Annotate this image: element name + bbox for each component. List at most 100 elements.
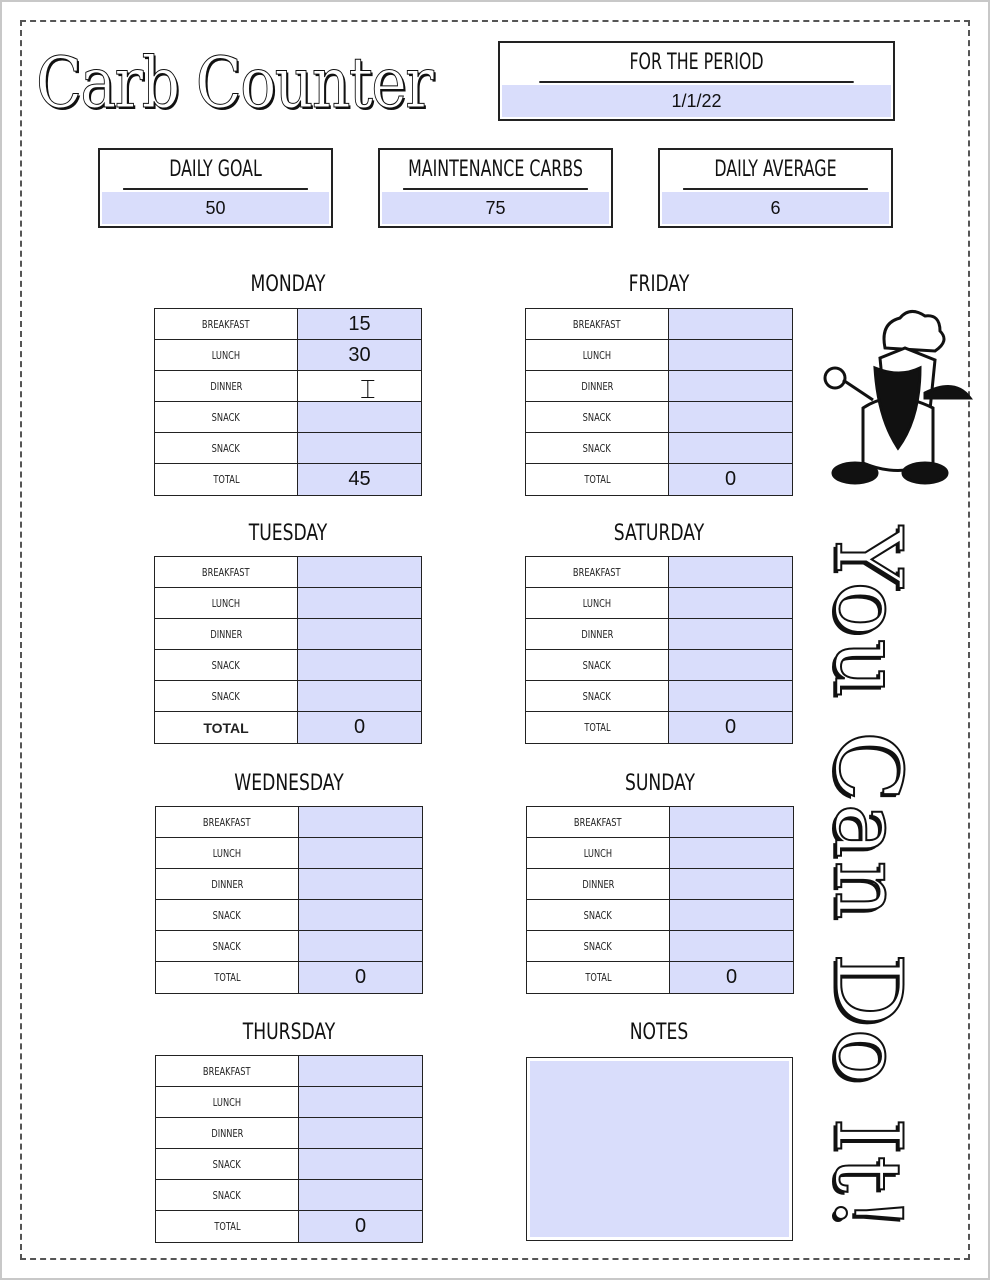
sunday-dinner-field[interactable]: [670, 869, 793, 899]
daily-average-field[interactable]: 6: [662, 192, 889, 224]
row-label: SNACK: [527, 931, 670, 961]
table-row: SNACK: [155, 650, 421, 681]
sunday-table: BREAKFAST LUNCH DINNER SNACK SNACK TOTAL…: [526, 806, 794, 994]
table-row: DINNER: [155, 371, 421, 402]
row-label: TOTAL: [526, 464, 669, 495]
wednesday-snack-field[interactable]: [299, 900, 422, 930]
daily-goal-label: DAILY GOAL: [123, 150, 308, 190]
row-label: BREAKFAST: [155, 309, 298, 339]
tuesday-lunch-field[interactable]: [298, 588, 421, 618]
row-label: LUNCH: [156, 1087, 299, 1117]
table-row: DINNER: [527, 869, 793, 900]
notes-label: NOTES: [629, 1020, 689, 1045]
saturday-dinner-field[interactable]: [669, 619, 792, 649]
thursday-total-field: 0: [299, 1211, 422, 1242]
table-row: LUNCH: [527, 838, 793, 869]
thursday-snack-field[interactable]: [299, 1180, 422, 1210]
table-row: SNACK: [527, 900, 793, 931]
row-label: DINNER: [156, 869, 299, 899]
wednesday-snack-field[interactable]: [299, 931, 422, 961]
row-label: DINNER: [527, 869, 670, 899]
table-row: TOTAL 0: [156, 1211, 422, 1242]
thursday-dinner-field[interactable]: [299, 1118, 422, 1148]
row-label: SNACK: [526, 681, 669, 711]
table-row: SNACK: [527, 931, 793, 962]
row-label: LUNCH: [526, 340, 669, 370]
monday-lunch-field[interactable]: 30: [298, 340, 421, 370]
row-label: TOTAL: [156, 1211, 299, 1242]
table-row: SNACK: [526, 402, 792, 433]
table-row: DINNER: [156, 869, 422, 900]
thursday-lunch-field[interactable]: [299, 1087, 422, 1117]
monday-breakfast-field[interactable]: 15: [298, 309, 421, 339]
saturday-table: BREAKFAST LUNCH DINNER SNACK SNACK TOTAL…: [525, 556, 793, 744]
table-row: SNACK: [156, 900, 422, 931]
table-row: SNACK: [526, 433, 792, 464]
table-row: LUNCH: [156, 838, 422, 869]
table-row: SNACK: [155, 402, 421, 433]
monday-table: BREAKFAST 15 LUNCH 30 DINNER SNACK SNACK…: [154, 308, 422, 496]
tuesday-breakfast-field[interactable]: [298, 557, 421, 587]
friday-snack-field[interactable]: [669, 433, 792, 463]
sunday-snack-field[interactable]: [670, 900, 793, 930]
sunday-lunch-field[interactable]: [670, 838, 793, 868]
slogan: You Can Do It!: [814, 525, 923, 1234]
monday-snack-field[interactable]: [298, 402, 421, 432]
page-title: Carb Counter: [36, 42, 435, 125]
row-label: SNACK: [527, 900, 670, 930]
saturday-label: SATURDAY: [613, 521, 705, 546]
table-row: SNACK: [155, 681, 421, 712]
row-label: DINNER: [526, 371, 669, 401]
friday-lunch-field[interactable]: [669, 340, 792, 370]
row-label: BREAKFAST: [155, 557, 298, 587]
notes-box: [526, 1057, 793, 1241]
table-row: LUNCH: [526, 340, 792, 371]
sunday-breakfast-field[interactable]: [670, 807, 793, 837]
friday-snack-field[interactable]: [669, 402, 792, 432]
tuesday-snack-field[interactable]: [298, 681, 421, 711]
tuesday-dinner-field[interactable]: [298, 619, 421, 649]
thursday-table: BREAKFAST LUNCH DINNER SNACK SNACK TOTAL…: [155, 1055, 423, 1243]
sunday-snack-field[interactable]: [670, 931, 793, 961]
wednesday-breakfast-field[interactable]: [299, 807, 422, 837]
tuesday-label: TUESDAY: [248, 521, 328, 546]
friday-table: BREAKFAST LUNCH DINNER SNACK SNACK TOTAL…: [525, 308, 793, 496]
table-row: SNACK: [155, 433, 421, 464]
table-row: BREAKFAST: [526, 557, 792, 588]
notes-field[interactable]: [530, 1061, 789, 1237]
friday-breakfast-field[interactable]: [669, 309, 792, 339]
friday-label: FRIDAY: [628, 272, 690, 297]
maintenance-carbs-field[interactable]: 75: [382, 192, 609, 224]
monday-snack-field[interactable]: [298, 433, 421, 463]
row-label: BREAKFAST: [156, 807, 299, 837]
row-label: DINNER: [155, 371, 298, 401]
daily-goal-field[interactable]: 50: [102, 192, 329, 224]
row-label: SNACK: [155, 433, 298, 463]
table-row: TOTAL 0: [526, 712, 792, 743]
tuesday-snack-field[interactable]: [298, 650, 421, 680]
saturday-breakfast-field[interactable]: [669, 557, 792, 587]
wednesday-dinner-field[interactable]: [299, 869, 422, 899]
friday-dinner-field[interactable]: [669, 371, 792, 401]
maintenance-carbs-box: MAINTENANCE CARBS 75: [378, 148, 613, 228]
daily-average-box: DAILY AVERAGE 6: [658, 148, 893, 228]
row-label: DINNER: [526, 619, 669, 649]
row-label: BREAKFAST: [526, 557, 669, 587]
saturday-snack-field[interactable]: [669, 681, 792, 711]
thursday-snack-field[interactable]: [299, 1149, 422, 1179]
wednesday-lunch-field[interactable]: [299, 838, 422, 868]
thursday-breakfast-field[interactable]: [299, 1056, 422, 1086]
saturday-snack-field[interactable]: [669, 650, 792, 680]
row-label: BREAKFAST: [527, 807, 670, 837]
period-field[interactable]: 1/1/22: [502, 85, 891, 117]
row-label: SNACK: [156, 900, 299, 930]
table-row: DINNER: [156, 1118, 422, 1149]
monday-dinner-field[interactable]: [298, 371, 421, 401]
daily-goal-box: DAILY GOAL 50: [98, 148, 333, 228]
table-row: LUNCH: [526, 588, 792, 619]
row-label: TOTAL: [155, 464, 298, 495]
dashed-border: [20, 20, 970, 1260]
row-label: SNACK: [156, 931, 299, 961]
saturday-lunch-field[interactable]: [669, 588, 792, 618]
